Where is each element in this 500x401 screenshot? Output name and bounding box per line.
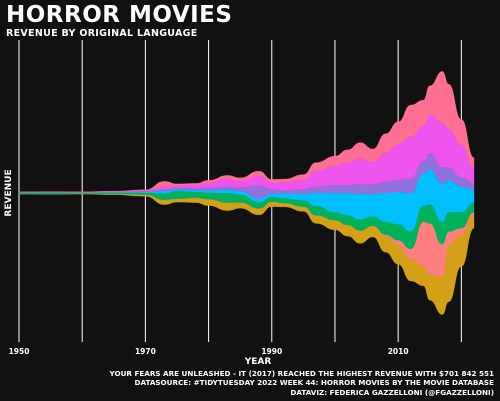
caption-line-credit: DATAVIZ: FEDERICA GAZZELLONI (@FGAZZELLO… — [290, 387, 494, 397]
chart-title: HORROR MOVIES — [6, 2, 233, 28]
chart-subtitle: REVENUE BY ORIGINAL LANGUAGE — [6, 28, 198, 39]
stream-layer-7 — [18, 71, 475, 193]
caption: YOUR FEARS ARE UNLEASHED - IT (2017) REA… — [110, 369, 494, 397]
x-tick-labels: 1950 1970 1990 2010 — [9, 347, 409, 356]
stream-layers — [18, 71, 475, 315]
caption-line-highlight: YOUR FEARS ARE UNLEASHED - IT (2017) REA… — [109, 369, 494, 378]
y-axis-label: REVENUE — [4, 169, 14, 216]
x-tick-label-1970: 1970 — [135, 347, 156, 356]
x-axis-label: YEAR — [244, 357, 272, 367]
x-tick-label-2010: 2010 — [388, 347, 409, 356]
x-tick-label-1990: 1990 — [261, 347, 282, 356]
x-tick-label-1950: 1950 — [9, 347, 30, 356]
caption-line-source: DATASOURCE: #TIDYTUESDAY 2022 WEEK 44: H… — [134, 378, 495, 388]
